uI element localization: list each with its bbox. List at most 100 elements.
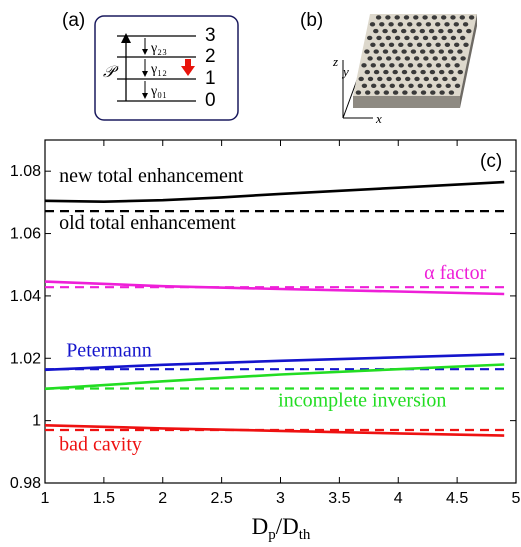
slab-hole [425, 22, 432, 27]
slab-hole [453, 22, 459, 27]
slab-hole [432, 35, 438, 41]
slab-hole [386, 56, 392, 61]
slab-hole [420, 69, 426, 75]
slab-hole [395, 76, 402, 82]
slab-hole [395, 56, 401, 61]
slab-hole [419, 28, 425, 34]
slab-hole [451, 76, 457, 82]
slab-hole [402, 90, 408, 95]
slab-hole [367, 35, 373, 41]
slab-hole [388, 22, 394, 27]
slab-hole [411, 90, 417, 95]
slab-hole [398, 83, 405, 89]
slab-hole [379, 42, 385, 47]
slab-hole [431, 15, 438, 20]
slab-hole [451, 56, 457, 61]
slab-hole [383, 90, 389, 95]
chart-annotations: new total enhancement old total enhanceme… [59, 165, 486, 455]
slab-hole [411, 69, 417, 75]
slab-hole [358, 76, 364, 82]
slab-hole [414, 76, 420, 82]
annotation--factor: α factor [424, 262, 486, 284]
decay-arrowhead-12 [142, 71, 148, 77]
series-line--factor-solid [44, 280, 505, 296]
slab-hole [370, 42, 376, 47]
slab-hole [392, 90, 399, 95]
slab-hole [373, 28, 379, 34]
slab-hole [448, 90, 455, 95]
x-axis-label: x [375, 111, 382, 126]
y-axis-label: y [341, 64, 349, 79]
slab-hole [361, 63, 367, 68]
slab-hole [426, 83, 433, 89]
level-diagram: (a) 3 2 1 0 𝒫 γ₂₃ γ₁₂ γ₀₁ [62, 10, 239, 121]
slab-hole [355, 90, 362, 95]
pump-symbol: 𝒫 [103, 64, 119, 81]
panel-label-b: (b) [300, 10, 323, 31]
level-label-3: 3 [205, 25, 216, 46]
x-tick-label: 5 [512, 490, 521, 507]
slab-hole [401, 69, 408, 75]
series-line-new-total-enhancement-solid [44, 180, 505, 204]
slab-hole [404, 35, 410, 41]
slab-hole [426, 63, 432, 68]
slab-hole [410, 49, 417, 54]
slab-hole [383, 69, 389, 75]
slab-hole [391, 28, 398, 34]
slab-hole [450, 35, 457, 41]
x-tick-label: 3.5 [328, 490, 350, 507]
panel-label-c: (c) [480, 151, 502, 172]
slab-hole [398, 63, 404, 68]
decay-arrowhead-01 [142, 93, 148, 99]
slab-hole [413, 35, 419, 41]
annotation-new-total-enhancement: new total enhancement [59, 165, 244, 187]
slab-hole [441, 15, 447, 20]
slab-hole [376, 35, 382, 41]
slab-hole [435, 63, 442, 68]
level-label-1: 1 [205, 68, 216, 89]
slab-hole [373, 69, 380, 75]
level-label-2: 2 [205, 46, 216, 67]
slab-hole [373, 49, 379, 54]
slab-hole [429, 49, 435, 54]
slab-hole [423, 56, 429, 61]
slab-hole [374, 90, 380, 95]
slab-hole [468, 15, 475, 20]
slab-hole [365, 90, 371, 95]
slab-hole [454, 63, 460, 68]
slab-hole [447, 49, 454, 54]
slab-hole [367, 76, 374, 82]
slab-hole [426, 42, 432, 47]
x-tick-label: 2 [158, 490, 167, 507]
annotation-old-total-enhancement: old total enhancement [59, 212, 236, 234]
slab-hole [392, 69, 398, 75]
x-axis-title: Dp/Dth [252, 514, 311, 543]
slab-hole [371, 83, 377, 89]
slab-hole [420, 90, 427, 95]
slab-hole [410, 28, 416, 34]
slab-hole [436, 83, 442, 89]
main-chart: (c) 1 1.5 2 2.5 3 3.5 4 4.5 50.9811.021.041.061.… [10, 139, 521, 543]
slab-hole [442, 76, 448, 82]
slab-hole [441, 35, 447, 41]
slab-hole [432, 76, 439, 82]
x-tick-label: 3 [276, 490, 285, 507]
slab-hole [389, 83, 395, 89]
slab-hole [429, 69, 436, 75]
slab-hole [457, 69, 463, 75]
y-tick-label: 1 [32, 413, 41, 430]
slab-hole [407, 22, 413, 27]
slab-hole [454, 42, 460, 47]
slab-hole [398, 42, 404, 47]
slab-hole [462, 22, 469, 27]
slab-hole [407, 63, 414, 68]
rate-gamma-12: γ₁₂ [150, 62, 167, 77]
lasing-arrow-shaft [185, 59, 191, 67]
series-line-incomplete-inversion-solid [44, 363, 505, 391]
panel-label-a: (a) [62, 10, 85, 31]
slab-hole [392, 49, 398, 54]
slab-hole [401, 28, 407, 34]
slab-hole [394, 15, 400, 20]
slab-hole [448, 69, 454, 75]
